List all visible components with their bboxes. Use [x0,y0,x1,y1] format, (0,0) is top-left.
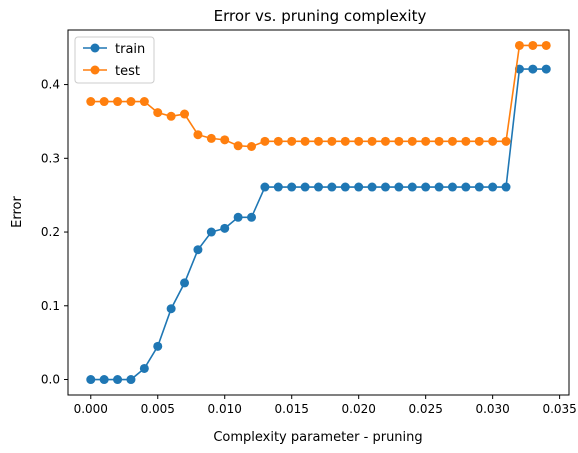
legend-label-train: train [115,42,145,57]
data-point-test [447,136,457,146]
data-point-test [193,130,203,140]
data-point-train [300,182,310,192]
y-tick-label: 0.1 [41,299,60,313]
x-tick-label: 0.030 [475,402,509,416]
data-point-test [153,108,163,118]
data-point-test [247,142,257,152]
data-point-test [461,136,471,146]
data-point-train [126,375,136,385]
data-point-train [113,375,123,385]
data-point-test [541,40,551,50]
data-point-test [327,136,337,146]
chart-title: Error vs. pruning complexity [214,7,427,25]
y-tick-label: 0.3 [41,151,60,165]
data-point-train [541,64,551,74]
data-point-test [273,136,283,146]
data-point-test [220,135,230,145]
data-point-train [166,304,176,314]
data-point-test [314,136,323,146]
data-point-train [421,182,431,192]
data-point-train [354,182,364,192]
series-test [86,40,551,152]
data-point-train [461,182,471,192]
data-point-train [180,278,190,288]
data-point-test [166,111,176,121]
data-point-train [314,182,323,192]
y-axis-label: Error [10,196,25,228]
data-point-train [260,182,270,192]
data-point-train [273,182,283,192]
data-point-train [447,182,457,192]
data-point-test [434,136,444,146]
data-point-train [193,245,203,255]
data-point-train [380,182,390,192]
x-axis-label: Complexity parameter - pruning [213,430,422,445]
data-point-test [180,109,190,119]
data-point-train [86,375,96,385]
data-point-test [126,97,136,107]
data-point-train [501,182,511,192]
data-point-train [233,212,243,222]
x-tick-label: 0.000 [74,402,108,416]
data-point-train [367,182,377,192]
data-point-test [407,136,417,146]
data-point-test [501,136,511,146]
y-tick-label: 0.2 [41,225,60,239]
x-axis: 0.000 0.005 0.010 0.015 0.020 0.025 0.030 0.035 [74,395,577,416]
data-point-test [300,136,310,146]
y-tick-label: 0.0 [41,373,60,387]
data-point-train [488,182,498,192]
data-point-test [139,97,149,107]
plot-series [86,40,551,385]
data-point-train [528,64,538,74]
series-line-test [90,44,547,148]
data-point-train [247,212,257,222]
data-point-test [488,136,498,146]
legend-label-test: test [115,64,140,79]
legend-marker-train [90,43,100,53]
legend: train test [74,36,155,84]
data-point-test [394,136,404,146]
x-tick-label: 0.010 [208,402,242,416]
data-point-train [474,182,484,192]
x-tick-label: 0.015 [275,402,309,416]
data-point-test [86,97,96,107]
data-point-test [206,133,216,143]
data-point-test [367,136,377,146]
data-point-test [514,40,524,50]
data-point-train [206,227,216,237]
data-point-test [113,97,123,107]
data-point-test [474,136,484,146]
data-point-test [260,136,270,146]
data-point-train [327,182,337,192]
x-tick-label: 0.005 [141,402,175,416]
data-point-train [139,363,149,373]
data-point-test [528,40,538,50]
x-tick-label: 0.025 [408,402,442,416]
data-point-test [380,136,390,146]
data-point-train [434,182,444,192]
data-point-test [354,136,364,146]
data-point-train [153,341,163,351]
data-point-test [340,136,350,146]
y-axis: 0.0 0.1 0.2 0.3 0.4 [41,78,68,387]
plot-frame [67,29,570,396]
data-point-train [394,182,404,192]
y-tick-label: 0.4 [41,78,60,92]
data-point-train [99,375,109,385]
data-point-test [421,136,431,146]
legend-marker-test [90,65,100,75]
data-point-test [233,141,243,151]
data-point-test [99,97,109,107]
x-tick-label: 0.020 [342,402,376,416]
data-point-train [220,223,230,233]
data-point-test [287,136,297,146]
data-point-train [287,182,297,192]
series-train [86,64,551,385]
data-point-train [407,182,417,192]
data-point-train [340,182,350,192]
x-tick-label: 0.035 [542,402,576,416]
